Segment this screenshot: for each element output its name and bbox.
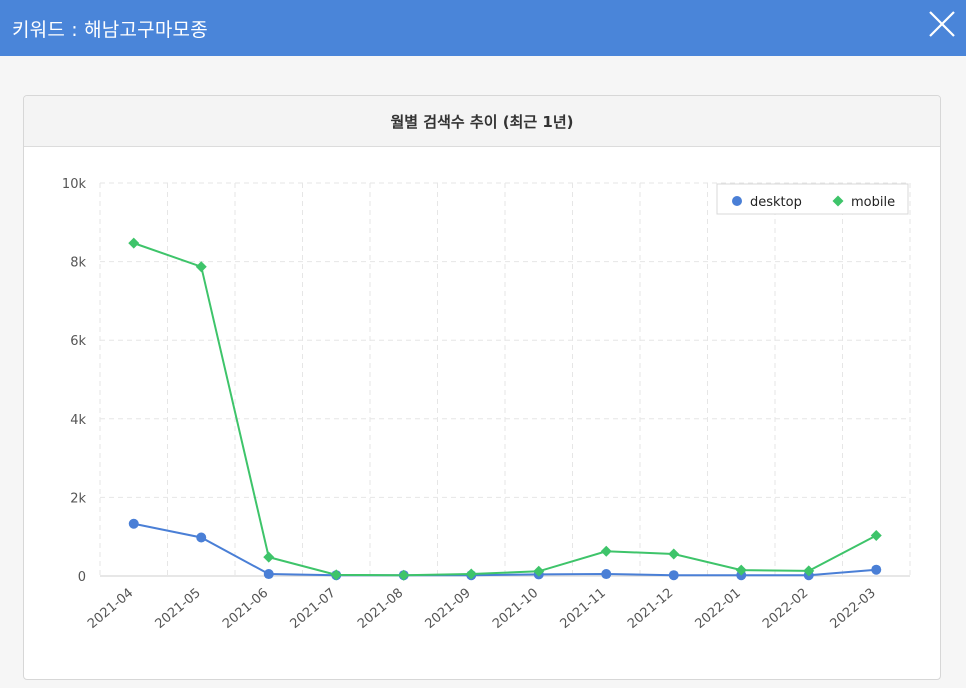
mobile-point: [263, 551, 275, 563]
x-tick-label: 2021-04: [85, 586, 136, 632]
window-title: 키워드 : 해남고구마모종: [12, 18, 208, 41]
legend-marker-mobile: [832, 195, 844, 207]
series-line-mobile: [133, 242, 877, 577]
mobile-point: [668, 548, 680, 560]
mobile-point: [600, 545, 612, 557]
mobile-point: [398, 569, 410, 581]
y-tick-label: 0: [78, 570, 86, 585]
x-tick-label: 2022-02: [760, 586, 811, 632]
legend-box: [716, 183, 909, 215]
close-icon[interactable]: [924, 6, 960, 42]
desktop-point: [668, 570, 679, 581]
y-tick-label: 10k: [62, 177, 87, 192]
x-tick-label: 2021-09: [423, 586, 474, 632]
x-tick-label: 2021-12: [625, 586, 676, 632]
x-tick-label: 2022-01: [693, 586, 744, 632]
x-tick-label: 2021-10: [490, 586, 541, 632]
x-tick-label: 2021-05: [153, 586, 204, 632]
x-tick-label: 2021-08: [355, 586, 406, 632]
x-tick-label: 2022-03: [828, 586, 879, 632]
mobile-point: [195, 261, 207, 273]
title-bar: 키워드 : 해남고구마모종: [0, 0, 966, 56]
desktop-point: [128, 518, 139, 529]
legend-label-desktop: desktop: [750, 195, 802, 210]
desktop-point: [196, 532, 207, 543]
mobile-point: [465, 568, 477, 580]
mobile-point: [870, 530, 882, 542]
chart-panel-title: 월별 검색수 추이 (최근 1년): [24, 96, 940, 147]
mobile-point: [128, 237, 140, 249]
legend-label-mobile: mobile: [851, 195, 895, 210]
mobile-point: [735, 564, 747, 576]
mobile-point: [330, 569, 342, 581]
x-tick-label: 2021-06: [220, 586, 271, 632]
y-tick-label: 6k: [70, 334, 86, 349]
mobile-point: [803, 565, 815, 577]
y-tick-label: 4k: [70, 413, 86, 428]
y-tick-label: 2k: [70, 491, 86, 506]
legend-marker-desktop: [732, 196, 742, 206]
y-tick-label: 8k: [70, 256, 86, 271]
series-line-desktop: [133, 522, 877, 577]
desktop-point: [871, 564, 882, 575]
desktop-point: [601, 569, 612, 580]
x-tick-label: 2021-07: [288, 586, 339, 632]
mobile-point: [533, 565, 545, 577]
x-tick-label: 2021-11: [558, 586, 609, 632]
desktop-point: [263, 569, 274, 580]
